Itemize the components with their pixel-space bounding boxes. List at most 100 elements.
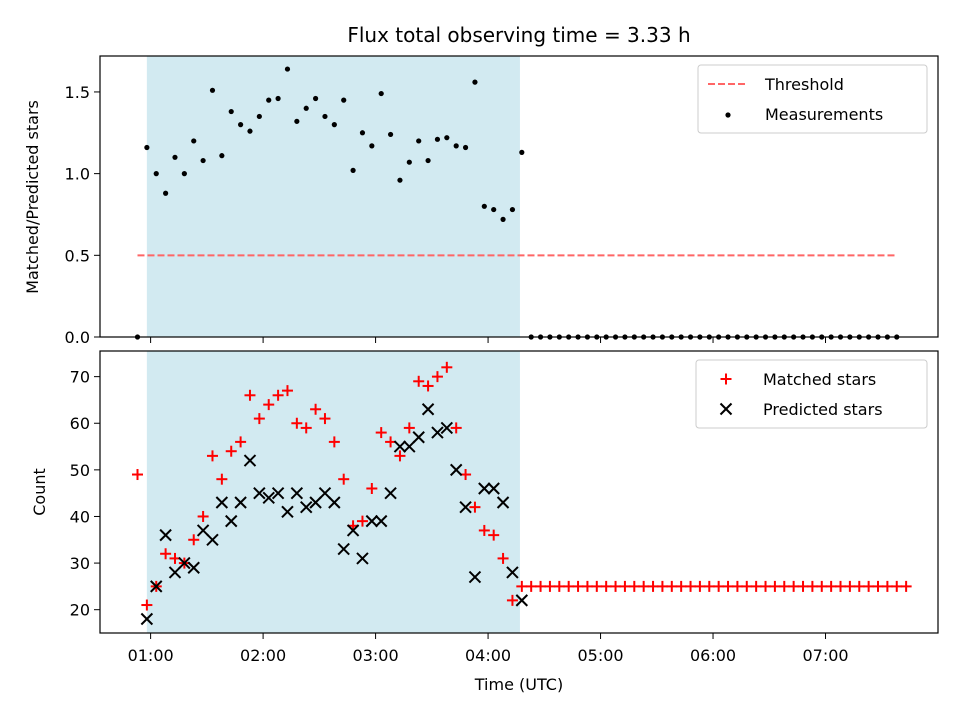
matched-star-point (244, 389, 256, 401)
predicted-star-point (346, 524, 360, 537)
measurement-point (275, 95, 281, 102)
cross-marker (719, 402, 733, 416)
measurement-point (294, 118, 300, 124)
matched-star-point (788, 580, 800, 592)
matched-star-point (188, 534, 200, 546)
matched-star-point (591, 580, 603, 592)
ratio-y-label: Matched/Predicted stars (23, 100, 42, 294)
cross-stroke (150, 580, 163, 593)
x-tick-label: 07:00 (802, 646, 848, 665)
cross-stroke (215, 496, 229, 509)
y-tick-label: 30 (70, 554, 90, 573)
cross-stroke (187, 561, 200, 574)
predicted-star-point (449, 463, 463, 477)
cross-stroke (140, 612, 154, 626)
matched-star-point (394, 450, 406, 462)
matched-stars-points (131, 361, 912, 611)
matched-star-point (525, 580, 537, 592)
x-tick-label: 05:00 (577, 646, 623, 665)
cross-stroke (281, 505, 294, 519)
matched-star-point (797, 580, 809, 592)
predicted-star-point (421, 403, 435, 416)
cross-stroke (496, 496, 510, 509)
matched-star-point (685, 580, 697, 592)
matched-star-point (356, 515, 368, 527)
matched-star-point (806, 580, 818, 592)
measurement-point (200, 157, 206, 164)
matched-star-point (731, 580, 743, 592)
predicted-star-point (496, 496, 510, 509)
x-axis-label: Time (UTC) (474, 675, 563, 694)
cross-stroke (393, 440, 407, 453)
matched-stars-legend-marker (720, 373, 732, 385)
cross-stroke (487, 482, 500, 495)
matched-star-point (900, 580, 912, 592)
predicted-star-point (356, 552, 369, 565)
measurement-point (359, 130, 366, 136)
measurement-point (144, 144, 150, 151)
matched-star-point (263, 399, 275, 411)
predicted-star-point (271, 486, 285, 500)
cross-stroke (449, 463, 463, 477)
predicted-star-point (178, 556, 191, 570)
measurement-point (397, 177, 403, 183)
measurement-point (369, 143, 375, 149)
measurement-point (387, 131, 394, 138)
x-tick-label: 04:00 (465, 646, 511, 665)
predicted-star-point (337, 542, 350, 556)
matched-star-point (431, 371, 443, 383)
cross-stroke (337, 542, 350, 556)
measurement-point (500, 216, 506, 222)
matched-star-point (750, 580, 762, 592)
count-legend: Matched stars Predicted stars (695, 359, 928, 429)
measurement-point (247, 128, 253, 134)
cross-stroke (356, 552, 369, 565)
measurement-point (238, 122, 244, 128)
measurement-point (172, 154, 178, 160)
predicted-stars-legend-label: Predicted stars (763, 400, 883, 419)
matched-star-point (563, 580, 575, 592)
measurement-point (350, 167, 356, 173)
measurement-point (266, 97, 272, 103)
ratio-observing-span (146, 56, 520, 337)
y-tick-label: 1.5 (65, 83, 90, 102)
matched-star-point (478, 524, 490, 536)
predicted-star-point (309, 496, 322, 509)
matched-star-point (835, 580, 847, 592)
y-tick-label: 40 (70, 507, 90, 526)
predicted-star-point (225, 514, 238, 528)
predicted-star-point (468, 570, 482, 584)
cross-stroke (159, 528, 172, 542)
y-tick-label: 70 (70, 368, 90, 387)
count-legend-box (695, 359, 928, 429)
cross-stroke (346, 524, 360, 537)
y-tick-label: 50 (70, 461, 90, 480)
matched-star-point (722, 580, 734, 592)
matched-star-point (272, 389, 284, 401)
predicted-star-point (262, 491, 275, 505)
measurement-point (191, 138, 197, 144)
ratio-y-axis: 0.0 0.5 1.0 1.5 (65, 83, 100, 347)
matched-star-point (853, 580, 865, 592)
matched-star-point (366, 483, 378, 495)
measurement-point (209, 87, 216, 93)
matched-star-point (891, 580, 903, 592)
matched-stars-legend-label: Matched stars (763, 370, 876, 389)
measurement-point (284, 66, 291, 72)
x-tick-label: 02:00 (240, 646, 286, 665)
x-tick-label: 01:00 (128, 646, 174, 665)
cross-stroke (206, 533, 219, 546)
measurement-point (444, 135, 450, 141)
matched-star-point (741, 580, 753, 592)
matched-star-point (713, 580, 725, 592)
predicted-stars-points (140, 403, 529, 626)
measurement-point (509, 206, 516, 213)
predicted-star-point (140, 612, 154, 626)
cross-stroke (225, 514, 238, 528)
y-tick-label: 60 (70, 414, 90, 433)
predicted-star-point (515, 594, 529, 607)
matched-star-point (403, 422, 415, 434)
measurement-point (425, 157, 431, 164)
cross-stroke (318, 486, 332, 500)
predicted-star-point (215, 496, 229, 509)
